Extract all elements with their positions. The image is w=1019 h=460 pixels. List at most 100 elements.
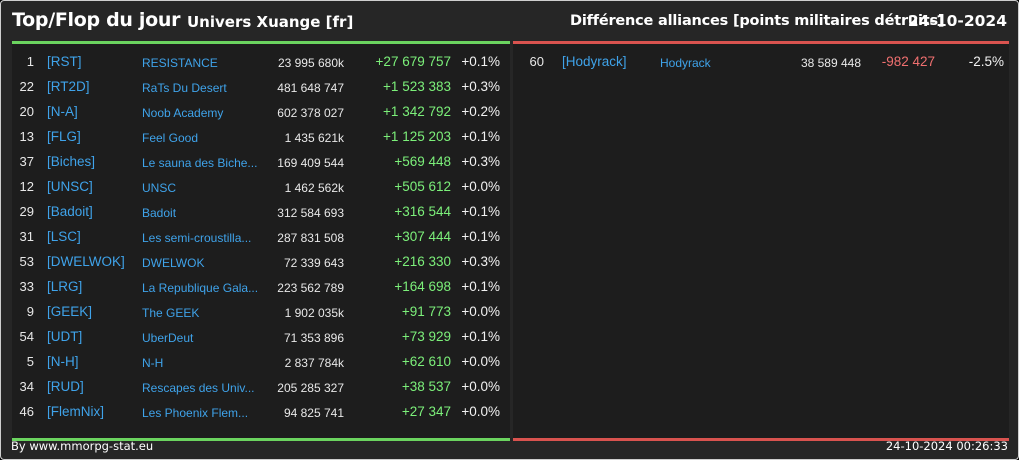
header: Top/Flop du jour Univers Xuange [fr] Dif…	[1, 1, 1018, 41]
alliance-tag-link[interactable]: [RST]	[47, 54, 82, 69]
alliance-tag-link[interactable]: [Biches]	[47, 154, 96, 169]
points-cell: 72 339 643	[283, 256, 344, 270]
alliance-tag-link[interactable]: [Badoit]	[47, 204, 93, 219]
difference-cell: +505 612	[394, 179, 451, 194]
points-cell: 1 462 562k	[284, 181, 344, 195]
alliance-tag-link[interactable]: [DWELWOK]	[47, 254, 125, 269]
alliance-name-link[interactable]: RaTs Du Desert	[142, 81, 227, 95]
rank-cell: 9	[26, 304, 34, 319]
table-row: 5 [N-H] N-H 2 837 784k +62 610 +0.0%	[12, 350, 510, 375]
table-row: 46 [FlemNix] Les Phoenix Flem... 94 825 741…	[12, 400, 510, 425]
alliance-name-link[interactable]: Badoit	[142, 206, 177, 220]
alliance-tag-link[interactable]: [UDT]	[47, 329, 83, 344]
difference-cell: +1 125 203	[383, 129, 451, 144]
alliance-name-link[interactable]: UberDeut	[142, 331, 194, 345]
alliance-tag-link[interactable]: [N-H]	[47, 354, 79, 369]
difference-cell: +27 679 757	[375, 54, 451, 69]
alliance-name-link[interactable]: Rescapes des Univ...	[142, 381, 255, 395]
percent-cell: +0.3%	[461, 79, 500, 94]
alliance-tag-link[interactable]: [RUD]	[47, 379, 84, 394]
difference-cell: +164 698	[394, 279, 451, 294]
alliance-name-link[interactable]: RESISTANCE	[142, 56, 218, 70]
alliance-tag-link[interactable]: [RT2D]	[47, 79, 90, 94]
table-row: 13 [FLG] Feel Good 1 435 621k +1 125 203 +0.1…	[12, 125, 510, 150]
rank-cell: 1	[26, 54, 34, 69]
percent-cell: +0.3%	[461, 254, 500, 269]
alliance-tag-link[interactable]: [Hodyrack]	[562, 54, 627, 69]
flop-panel: 60 [Hodyrack] Hodyrack 38 589 448 -982 427 -2…	[513, 41, 1009, 441]
points-cell: 1 435 621k	[284, 131, 344, 145]
table-row: 53 [DWELWOK] DWELWOK 72 339 643 +216 330 +0.3…	[12, 250, 510, 275]
difference-cell: +27 347	[401, 404, 451, 419]
alliance-name-link[interactable]: Feel Good	[142, 131, 199, 145]
difference-cell: +316 544	[394, 204, 451, 219]
points-cell: 71 353 896	[283, 331, 344, 345]
table-row: 37 [Biches] Le sauna des Biche... 169 409 5…	[12, 150, 510, 175]
alliance-name-link[interactable]: Le sauna des Biche...	[142, 156, 258, 170]
rank-cell: 20	[19, 104, 34, 119]
percent-cell: +0.1%	[461, 129, 500, 144]
rank-cell: 37	[19, 154, 34, 169]
percent-cell: +0.1%	[461, 229, 500, 244]
alliance-tag-link[interactable]: [GEEK]	[47, 304, 93, 319]
points-cell: 205 285 327	[277, 381, 344, 395]
percent-cell: +0.0%	[461, 379, 500, 394]
rank-cell: 54	[19, 329, 34, 344]
alliance-name-link[interactable]: La Republique Gala...	[142, 281, 259, 295]
percent-cell: +0.1%	[461, 54, 500, 69]
table-row: 9 [GEEK] The GEEK 1 902 035k +91 773 +0.0%	[12, 300, 510, 325]
alliance-tag-link[interactable]: [UNSC]	[47, 179, 93, 194]
points-cell: 223 562 789	[277, 281, 344, 295]
difference-cell: +1 342 792	[383, 104, 451, 119]
page-title: Top/Flop du jour	[12, 9, 181, 31]
difference-cell: +73 929	[401, 329, 451, 344]
percent-cell: +0.0%	[461, 179, 500, 194]
table-row: 22 [RT2D] RaTs Du Desert 481 648 747 +1 523 …	[12, 75, 510, 100]
footer-site-link[interactable]: By www.mmorpg-stat.eu	[11, 439, 154, 453]
percent-cell: +0.1%	[461, 204, 500, 219]
rank-cell: 34	[19, 379, 34, 394]
table-row: 20 [N-A] Noob Academy 602 378 027 +1 342 792…	[12, 100, 510, 125]
rank-cell: 13	[19, 129, 34, 144]
points-cell: 94 825 741	[283, 406, 344, 420]
alliance-name-link[interactable]: Les semi-croustilla...	[142, 231, 252, 245]
rank-cell: 29	[19, 204, 34, 219]
table-row: 29 [Badoit] Badoit 312 584 693 +316 544 +0.1%	[12, 200, 510, 225]
difference-cell: +1 523 383	[383, 79, 451, 94]
top-panel: 1 [RST] RESISTANCE 23 995 680k +27 679 757 +0…	[12, 41, 510, 441]
alliance-tag-link[interactable]: [FlemNix]	[47, 404, 104, 419]
alliance-tag-link[interactable]: [N-A]	[47, 104, 78, 119]
rank-cell: 12	[19, 179, 34, 194]
percent-cell: +0.0%	[461, 404, 500, 419]
alliance-name-link[interactable]: The GEEK	[142, 306, 200, 320]
alliance-tag-link[interactable]: [LRG]	[47, 279, 83, 294]
alliance-name-link[interactable]: Noob Academy	[142, 106, 224, 120]
alliance-tag-link[interactable]: [FLG]	[47, 129, 81, 144]
points-cell: 1 902 035k	[284, 306, 344, 320]
rank-cell: 31	[19, 229, 34, 244]
table-row: 12 [UNSC] UNSC 1 462 562k +505 612 +0.0%	[12, 175, 510, 200]
difference-cell: +216 330	[394, 254, 451, 269]
percent-cell: +0.1%	[461, 329, 500, 344]
table-row: 1 [RST] RESISTANCE 23 995 680k +27 679 757 +0…	[12, 50, 510, 75]
rank-cell: 22	[19, 79, 34, 94]
table-row: 31 [LSC] Les semi-croustilla... 287 831 508…	[12, 225, 510, 250]
alliance-name-link[interactable]: Hodyrack	[660, 56, 711, 70]
rank-cell: 5	[26, 354, 34, 369]
alliance-name-link[interactable]: DWELWOK	[142, 256, 205, 270]
header-date: 24-10-2024	[907, 12, 1007, 30]
percent-cell: -2.5%	[968, 54, 1004, 69]
points-cell: 602 378 027	[277, 106, 344, 120]
points-cell: 38 589 448	[800, 56, 861, 70]
alliance-tag-link[interactable]: [LSC]	[47, 229, 81, 244]
percent-cell: +0.3%	[461, 154, 500, 169]
difference-cell: +307 444	[394, 229, 451, 244]
difference-cell: +569 448	[394, 154, 451, 169]
points-cell: 2 837 784k	[284, 356, 344, 370]
alliance-name-link[interactable]: Les Phoenix Flem...	[142, 406, 249, 420]
alliance-name-link[interactable]: UNSC	[142, 181, 177, 195]
points-cell: 287 831 508	[277, 231, 344, 245]
alliance-name-link[interactable]: N-H	[142, 356, 164, 370]
percent-cell: +0.0%	[461, 304, 500, 319]
difference-cell: +91 773	[401, 304, 451, 319]
